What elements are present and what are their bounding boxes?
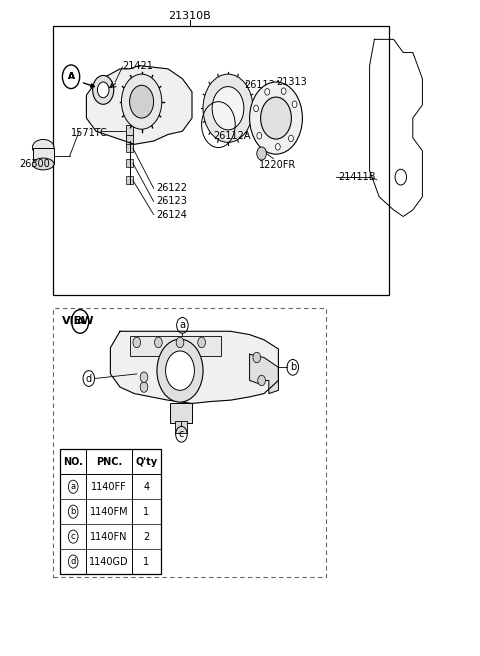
Bar <box>126 144 133 152</box>
Circle shape <box>157 339 203 402</box>
Text: d: d <box>86 373 92 384</box>
Bar <box>126 135 133 147</box>
Ellipse shape <box>32 139 54 155</box>
Text: 26112A: 26112A <box>214 131 251 141</box>
Bar <box>126 176 133 184</box>
Text: 26300: 26300 <box>19 159 50 169</box>
Circle shape <box>254 105 259 112</box>
Circle shape <box>257 133 262 139</box>
Circle shape <box>93 75 114 104</box>
Circle shape <box>250 82 302 154</box>
Text: 26123: 26123 <box>156 196 187 207</box>
Text: VIEW: VIEW <box>61 316 94 327</box>
Circle shape <box>133 337 141 348</box>
Bar <box>53 308 326 577</box>
Polygon shape <box>250 354 278 394</box>
Polygon shape <box>110 331 278 403</box>
Text: 2: 2 <box>143 531 150 542</box>
Circle shape <box>258 375 265 386</box>
Text: d: d <box>71 557 76 566</box>
Circle shape <box>257 147 266 160</box>
Circle shape <box>140 372 148 382</box>
Text: a: a <box>180 320 185 331</box>
Text: a: a <box>71 482 76 491</box>
Text: 26124: 26124 <box>156 209 187 220</box>
Circle shape <box>288 135 293 142</box>
Text: A: A <box>77 317 84 326</box>
Text: 1140FM: 1140FM <box>90 506 129 517</box>
Text: 1140GD: 1140GD <box>89 556 129 567</box>
Text: 21313: 21313 <box>276 77 307 87</box>
Circle shape <box>261 97 291 139</box>
Circle shape <box>203 74 253 142</box>
Text: NO.: NO. <box>63 457 83 467</box>
Text: 21421: 21421 <box>122 60 153 71</box>
Text: c: c <box>71 532 75 541</box>
Circle shape <box>166 351 194 390</box>
Bar <box>126 125 133 137</box>
Text: 26113A: 26113A <box>244 80 281 91</box>
Circle shape <box>265 89 270 95</box>
Bar <box>126 159 133 167</box>
Bar <box>53 26 389 295</box>
Text: PNC.: PNC. <box>96 457 122 467</box>
Circle shape <box>292 101 297 108</box>
Bar <box>175 421 187 433</box>
Circle shape <box>130 85 154 118</box>
Text: A: A <box>68 72 74 81</box>
Circle shape <box>212 87 244 130</box>
Text: 1140FN: 1140FN <box>90 531 128 542</box>
Text: 1220FR: 1220FR <box>259 160 297 171</box>
Circle shape <box>281 88 286 94</box>
Circle shape <box>253 352 261 363</box>
Text: 1140FF: 1140FF <box>91 482 127 492</box>
Circle shape <box>62 65 80 89</box>
Text: 1: 1 <box>144 556 149 567</box>
Text: 1571TC: 1571TC <box>71 127 108 138</box>
Circle shape <box>121 74 162 129</box>
Circle shape <box>97 82 109 98</box>
Circle shape <box>176 337 184 348</box>
Text: b: b <box>71 507 76 516</box>
Bar <box>60 449 161 574</box>
Circle shape <box>155 337 162 348</box>
Bar <box>170 403 192 423</box>
Bar <box>130 336 221 356</box>
Text: Q'ty: Q'ty <box>135 457 157 467</box>
Text: c: c <box>179 429 184 440</box>
Text: b: b <box>289 362 296 373</box>
Circle shape <box>276 144 280 150</box>
Text: 21310B: 21310B <box>168 11 211 22</box>
Text: 26122: 26122 <box>156 183 187 194</box>
Polygon shape <box>86 66 192 144</box>
Ellipse shape <box>32 158 54 170</box>
Circle shape <box>198 337 205 348</box>
Text: 21411B: 21411B <box>338 172 376 182</box>
Circle shape <box>140 382 148 392</box>
Bar <box>33 148 54 164</box>
Text: A: A <box>68 72 74 81</box>
Text: 1: 1 <box>144 506 149 517</box>
Text: 4: 4 <box>144 482 149 492</box>
